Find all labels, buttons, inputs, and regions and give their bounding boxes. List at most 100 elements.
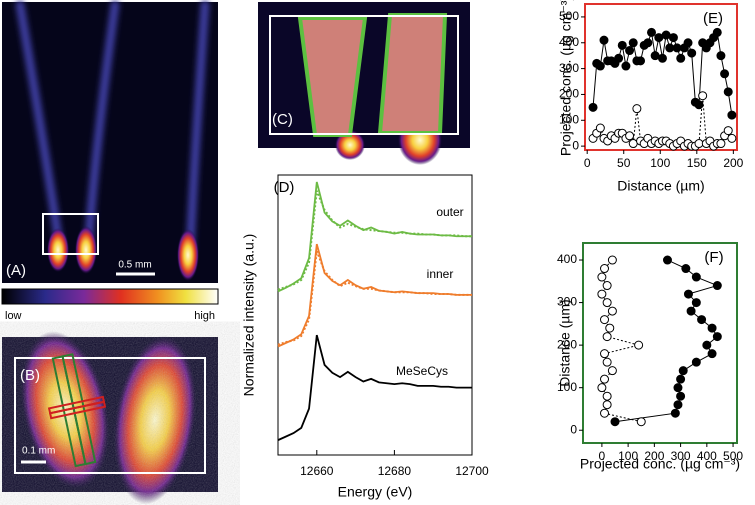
data-point: [607, 366, 617, 376]
x-tick-label: 100: [618, 449, 638, 463]
data-point: [672, 43, 682, 53]
y-tick-label: 300: [559, 61, 579, 75]
data-point: [650, 51, 660, 61]
data-point: [602, 281, 612, 291]
x-axis-label: Energy (eV): [338, 484, 413, 500]
data-point: [602, 391, 612, 401]
x-tick-label: 500: [723, 449, 743, 463]
x-tick-label: 50: [617, 156, 631, 170]
data-point: [628, 139, 638, 149]
data-point: [607, 255, 617, 265]
y-tick-label: 400: [557, 252, 577, 266]
data-point: [673, 383, 683, 393]
data-point: [716, 51, 726, 61]
x-tick-label: 12660: [300, 464, 334, 478]
colorbar: low high: [1, 288, 219, 322]
y-tick-label: 200: [559, 87, 579, 101]
data-point: [683, 289, 693, 299]
data-point: [621, 61, 631, 71]
spectrum-line: [277, 334, 472, 441]
data-point: [698, 91, 708, 101]
series-label: inner: [427, 267, 454, 281]
data-point: [614, 53, 624, 63]
x-tick-label: 200: [723, 156, 743, 170]
panel-label: (D): [274, 179, 295, 196]
data-point: [720, 69, 730, 79]
x-tick-label: 100: [650, 156, 670, 170]
data-point: [628, 38, 638, 48]
data-point: [676, 391, 686, 401]
x-tick-label: 300: [671, 449, 691, 463]
data-point: [686, 306, 696, 316]
x-tick-label: 0: [599, 449, 606, 463]
y-tick-label: 500: [559, 9, 579, 23]
data-point: [588, 102, 598, 112]
panel-label: (B): [20, 367, 40, 384]
data-point: [600, 408, 610, 418]
colorbar-high: high: [194, 310, 215, 322]
data-point: [727, 110, 737, 120]
plot-frame: [277, 174, 473, 456]
data-point: [707, 349, 717, 359]
x-tick-label: 400: [697, 449, 717, 463]
panel-a-image: 0.5 mm (A): [2, 0, 218, 283]
data-point: [707, 323, 717, 333]
data-point: [657, 53, 667, 63]
plot-frame: [582, 242, 738, 444]
data-point: [712, 27, 722, 37]
x-axis-label: Projected conc. (µg cm⁻³): [580, 456, 740, 472]
spectrum-line: [277, 243, 472, 348]
data-point: [600, 374, 610, 384]
data-point: [600, 349, 610, 359]
data-point: [595, 61, 605, 71]
data-point: [625, 46, 635, 56]
y-axis-label: Projected conc. (µg cm⁻³): [558, 0, 574, 156]
spectrum-line: [277, 250, 472, 346]
scale-bar-label: 0.1 mm: [22, 446, 55, 457]
x-tick-label: 12680: [378, 464, 412, 478]
colorbar-low: low: [5, 310, 22, 322]
data-point: [697, 315, 707, 325]
data-point: [702, 340, 712, 350]
x-axis-label: Distance (µm): [617, 178, 704, 194]
data-point: [665, 43, 675, 53]
panel-label: (A): [6, 262, 26, 279]
data-point: [597, 383, 607, 393]
data-point: [617, 40, 627, 50]
data-point: [723, 126, 733, 136]
panel-b-image: 0.1 mm (B): [2, 331, 218, 505]
spectrum-line: [277, 190, 472, 291]
x-tick-label: 200: [644, 449, 664, 463]
data-point: [636, 417, 646, 427]
data-point: [694, 139, 704, 149]
data-point: [597, 272, 607, 282]
data-point: [602, 332, 612, 342]
data-point: [654, 33, 664, 43]
x-tick-label: 0: [584, 156, 591, 170]
data-point: [668, 33, 678, 43]
data-point: [670, 408, 680, 418]
data-point: [600, 315, 610, 325]
data-point: [712, 281, 722, 291]
series-label: outer: [436, 205, 463, 219]
y-tick-label: 100: [557, 380, 577, 394]
data-point: [643, 38, 653, 48]
data-point: [662, 255, 672, 265]
panel-label: (F): [704, 249, 723, 266]
data-point: [602, 357, 612, 367]
data-point: [691, 357, 701, 367]
data-point: [599, 35, 609, 45]
data-point: [597, 289, 607, 299]
y-tick-label: 300: [557, 295, 577, 309]
scale-bar-label: 0.5 mm: [118, 260, 151, 271]
data-point: [602, 400, 612, 410]
profile-line: [614, 259, 719, 423]
plot-frame: [584, 3, 738, 151]
data-point: [691, 272, 701, 282]
data-point: [634, 340, 644, 350]
y-axis-label: Distance (µm): [557, 299, 573, 386]
data-point: [661, 30, 671, 40]
data-point: [676, 53, 686, 63]
y-tick-label: 100: [559, 112, 579, 126]
